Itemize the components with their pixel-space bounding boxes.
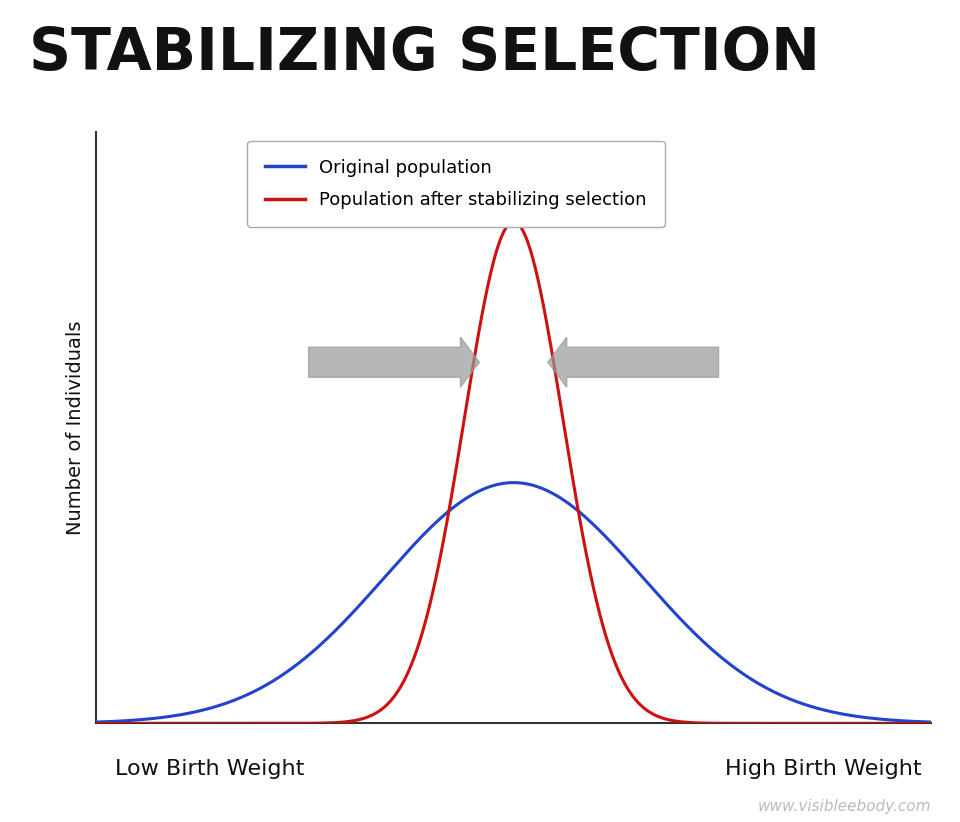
Text: High Birth Weight: High Birth Weight [725, 759, 922, 778]
Y-axis label: Number of Individuals: Number of Individuals [66, 321, 84, 534]
Text: www.visibleebody.com: www.visibleebody.com [757, 799, 931, 814]
Legend: Original population, Population after stabilizing selection: Original population, Population after st… [247, 141, 664, 227]
FancyArrow shape [308, 337, 479, 387]
Text: Low Birth Weight: Low Birth Weight [115, 759, 304, 778]
Text: STABILIZING SELECTION: STABILIZING SELECTION [29, 25, 820, 81]
FancyArrow shape [548, 337, 719, 387]
